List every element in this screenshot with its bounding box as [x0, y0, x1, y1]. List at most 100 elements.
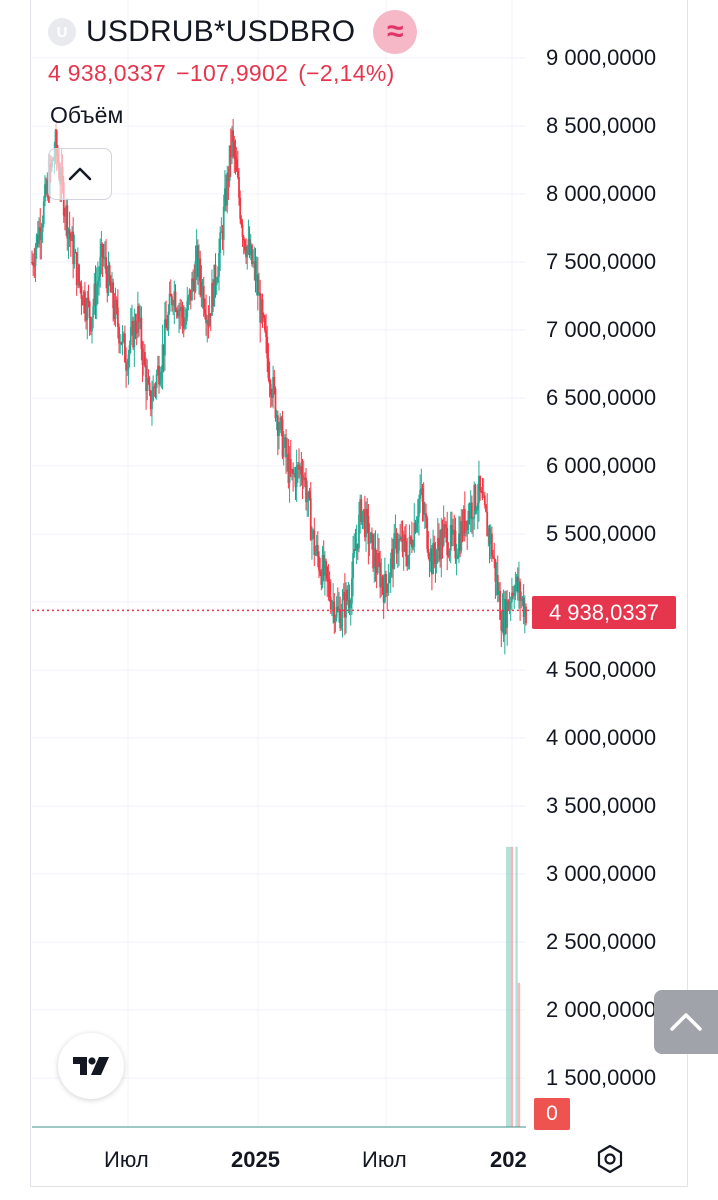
chart-settings-button[interactable] [592, 1141, 628, 1177]
candle-body [412, 546, 414, 548]
candle-body [138, 306, 140, 323]
candle-body [306, 499, 309, 503]
candle-body [387, 583, 390, 593]
candle-body [468, 510, 471, 519]
candle-body [391, 548, 393, 559]
chevron-up-icon [670, 1013, 702, 1031]
candle-body [282, 444, 285, 457]
candle-body [421, 488, 424, 502]
candle-body [147, 378, 150, 384]
candle-body [88, 301, 91, 318]
candle-body [251, 244, 253, 264]
candle-body [93, 283, 96, 307]
candle-body [449, 524, 452, 551]
candle-body [476, 503, 479, 510]
candle-body [34, 248, 37, 267]
price-change-pct: (−2,14%) [298, 60, 395, 86]
volume-value-tag: 0 [534, 1098, 570, 1130]
candle-body [241, 224, 244, 238]
candle-body [99, 257, 102, 277]
candle-body [243, 240, 246, 251]
candle-body [166, 327, 169, 330]
candle-body [262, 314, 265, 318]
candle-body [132, 321, 135, 348]
candle-body [326, 566, 329, 579]
candle-body [289, 458, 292, 474]
candle-body [502, 609, 505, 636]
candle-body [219, 232, 222, 253]
candle-body [246, 246, 249, 258]
candle-body [95, 285, 98, 306]
candle-body [439, 545, 442, 560]
candle-body [460, 521, 463, 551]
candle-body [374, 548, 377, 567]
candle-body [247, 239, 250, 247]
volume-indicator-label[interactable]: Объём [50, 102, 124, 129]
candle-body [222, 206, 225, 240]
candle-body [112, 282, 115, 309]
candle-body [195, 245, 198, 262]
candle-body [299, 466, 302, 470]
candle-body [363, 509, 366, 538]
candle-body [136, 306, 139, 333]
candle-body [474, 484, 477, 511]
candle-body [122, 333, 125, 335]
candle-body [480, 491, 483, 493]
candle-body [362, 509, 365, 512]
candle-body [368, 542, 371, 545]
candle-body [347, 599, 350, 601]
candle-body [223, 188, 226, 207]
candle-body [351, 578, 353, 604]
candle-body [100, 243, 103, 258]
y-axis-label: 5 500,0000 [546, 521, 657, 546]
candle-body [236, 171, 239, 178]
candle-body [208, 313, 211, 326]
candle-body [466, 520, 469, 530]
candle-body [215, 282, 218, 286]
candle-body [438, 537, 440, 546]
candle-body [82, 291, 85, 306]
candle-body [35, 234, 38, 249]
approx-icon[interactable]: ≈ [373, 10, 418, 54]
candle-body [124, 333, 126, 363]
candle-body [254, 261, 257, 281]
candle-body [376, 553, 379, 574]
candle-body [309, 498, 312, 541]
candle-body [389, 558, 392, 577]
candle-body [200, 281, 203, 296]
candle-body [321, 555, 324, 585]
candle-body [286, 453, 289, 458]
scroll-to-top-button[interactable] [654, 990, 718, 1054]
candle-body [67, 229, 70, 239]
candle-body [75, 252, 78, 285]
y-axis-label: 7 000,0000 [546, 317, 657, 342]
candle-body [423, 513, 426, 515]
candle-body [422, 501, 425, 515]
candle-body [372, 534, 374, 569]
candle-body [33, 265, 36, 267]
candle-body [79, 282, 82, 287]
candle-body [493, 557, 496, 560]
candle-body [285, 437, 287, 458]
candle-body [74, 252, 77, 254]
collapse-indicators-button[interactable] [48, 148, 112, 200]
candle-body [300, 466, 303, 475]
candle-body [173, 291, 176, 305]
candle-body [66, 205, 69, 239]
candle-body [494, 559, 497, 582]
candle-body [179, 309, 182, 312]
candle-body [214, 264, 217, 286]
candle-body [216, 276, 219, 283]
candle-body [432, 543, 434, 575]
candle-body [176, 311, 179, 317]
candle-body [102, 257, 105, 259]
candle-body [462, 509, 465, 536]
candle-body [428, 556, 431, 562]
tradingview-logo-icon[interactable] [58, 1033, 124, 1099]
candle-body [287, 453, 290, 483]
symbol-name[interactable]: USDRUB*USDBRO [86, 15, 356, 48]
candle-body [40, 231, 43, 240]
candle-body [454, 530, 457, 559]
candle-body [483, 495, 486, 506]
